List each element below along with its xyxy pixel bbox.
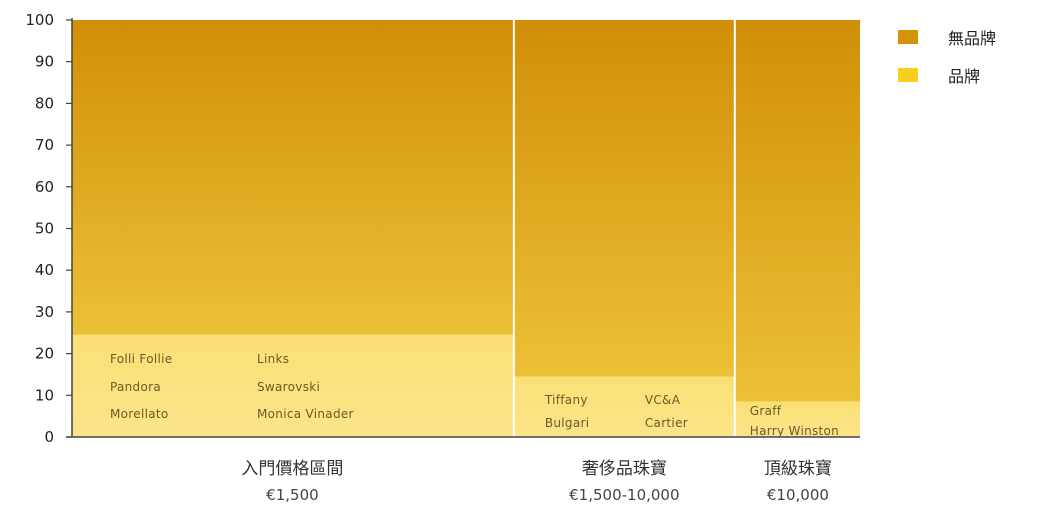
brand-label: Bulgari xyxy=(545,416,590,430)
bar-branded-0 xyxy=(72,334,513,437)
y-axis: 0 10 20 30 40 50 60 70 80 90 100 xyxy=(25,11,860,446)
legend-item-branded: 品牌 xyxy=(898,64,996,86)
brand-label: Monica Vinader xyxy=(257,407,354,421)
brand-label: Morellato xyxy=(110,407,169,421)
bar-unbranded-0 xyxy=(72,20,513,335)
category-name: 入門價格區間 xyxy=(241,459,343,479)
legend-label-unbranded: 無品牌 xyxy=(948,29,997,48)
brand-label: Harry Winston xyxy=(750,424,839,438)
category-name: 頂級珠寶 xyxy=(764,458,832,479)
legend-item-unbranded: 無品牌 xyxy=(898,26,996,48)
legend: 無品牌 品牌 xyxy=(898,26,996,102)
brand-label: Tiffany xyxy=(544,393,588,407)
y-tick-label: 70 xyxy=(35,136,54,154)
legend-label-branded: 品牌 xyxy=(948,67,981,86)
y-tick-label: 20 xyxy=(35,345,54,363)
y-tick-label: 80 xyxy=(35,94,54,112)
y-tick-label: 30 xyxy=(35,303,54,321)
brand-label: Folli Follie xyxy=(110,352,172,366)
category-price: €1,500 xyxy=(266,486,319,504)
brand-label: Links xyxy=(257,352,289,366)
category-price: €10,000 xyxy=(767,486,829,504)
brand-label: Graff xyxy=(750,404,782,418)
category-labels: 入門價格區間 €1,500 奢侈品珠寶 €1,500-10,000 頂級珠寶 €10,00… xyxy=(241,458,831,504)
y-tick-label: 90 xyxy=(35,53,54,71)
brand-label: VC&A xyxy=(645,393,681,407)
bar-unbranded-1 xyxy=(514,20,734,377)
legend-swatch-branded xyxy=(898,68,918,82)
y-tick-label: 50 xyxy=(35,220,54,238)
y-tick-label: 0 xyxy=(44,428,54,446)
y-tick-label: 60 xyxy=(35,178,54,196)
category-price: €1,500-10,000 xyxy=(569,486,679,504)
bars-layer: Folli Follie Links Pandora Swarovski Morella… xyxy=(72,20,860,438)
brand-label: Swarovski xyxy=(257,380,320,394)
bar-branded-2 xyxy=(735,401,860,437)
brand-label: Pandora xyxy=(110,380,161,394)
y-tick-label: 10 xyxy=(35,386,54,404)
bar-branded-1 xyxy=(514,376,734,437)
brand-label: Cartier xyxy=(645,416,688,430)
legend-swatch-unbranded xyxy=(898,30,918,44)
y-tick-label: 40 xyxy=(35,261,54,279)
y-tick-label: 100 xyxy=(25,11,54,29)
category-name: 奢侈品珠寶 xyxy=(582,458,667,479)
bar-unbranded-2 xyxy=(735,20,860,402)
